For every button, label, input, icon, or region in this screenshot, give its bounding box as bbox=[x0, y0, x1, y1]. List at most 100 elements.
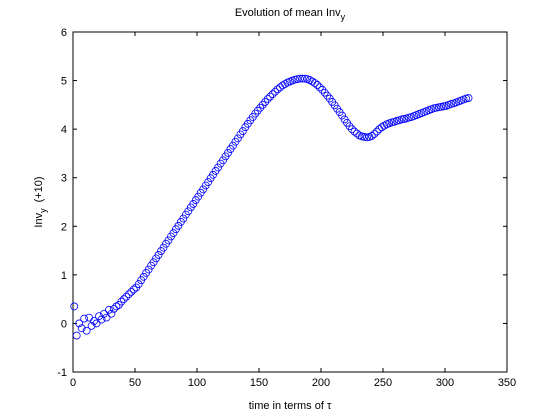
data-point bbox=[323, 91, 332, 100]
x-tick-label: 250 bbox=[374, 377, 392, 389]
data-point bbox=[370, 130, 379, 138]
data-point bbox=[164, 236, 173, 245]
data-point bbox=[315, 83, 324, 92]
data-point bbox=[82, 326, 91, 335]
y-tick-label: 5 bbox=[61, 76, 67, 88]
data-point bbox=[348, 125, 356, 134]
data-point bbox=[318, 85, 327, 94]
data-point bbox=[174, 221, 183, 230]
data-point bbox=[122, 292, 131, 301]
x-tick-label: 150 bbox=[250, 377, 268, 389]
y-tick-label: 1 bbox=[61, 270, 67, 282]
data-point bbox=[320, 88, 329, 97]
data-point bbox=[397, 115, 406, 124]
data-point bbox=[358, 132, 366, 141]
data-point bbox=[256, 103, 265, 112]
data-point bbox=[313, 81, 322, 89]
data-point bbox=[112, 302, 121, 311]
data-point bbox=[110, 304, 118, 313]
data-point bbox=[234, 134, 242, 143]
data-point bbox=[159, 243, 168, 252]
title-subscript: y bbox=[341, 12, 346, 22]
data-point bbox=[90, 317, 98, 325]
data-point bbox=[263, 95, 272, 103]
data-point bbox=[268, 90, 277, 99]
data-point bbox=[251, 109, 260, 118]
data-point bbox=[72, 331, 81, 340]
data-point bbox=[117, 297, 126, 306]
data-point bbox=[271, 87, 280, 96]
data-point bbox=[462, 94, 470, 103]
x-tick-label: 200 bbox=[312, 377, 330, 389]
x-tick-label: 300 bbox=[436, 377, 454, 389]
data-point bbox=[105, 305, 113, 314]
x-tick-label: 100 bbox=[188, 377, 206, 389]
data-point bbox=[261, 98, 270, 106]
data-point bbox=[400, 115, 408, 123]
data-point bbox=[229, 141, 237, 150]
data-point bbox=[209, 170, 218, 179]
data-point bbox=[437, 102, 446, 111]
data-point bbox=[102, 313, 111, 322]
y-tick-label: 6 bbox=[61, 27, 67, 39]
data-point bbox=[362, 133, 371, 142]
data-point bbox=[139, 272, 148, 281]
data-point bbox=[214, 163, 222, 172]
data-point bbox=[184, 207, 193, 216]
data-point bbox=[360, 133, 369, 141]
data-point bbox=[405, 113, 413, 122]
data-point bbox=[119, 295, 128, 304]
data-point bbox=[447, 99, 456, 108]
data-point bbox=[169, 229, 178, 237]
data-point bbox=[338, 111, 346, 120]
data-point bbox=[144, 265, 153, 274]
data-point bbox=[345, 122, 354, 131]
data-point bbox=[296, 74, 304, 83]
x-tick-label: 350 bbox=[498, 377, 516, 389]
y-tick-label: 3 bbox=[61, 173, 67, 185]
plot-area bbox=[72, 31, 508, 373]
data-point bbox=[298, 74, 307, 83]
data-point bbox=[189, 200, 198, 208]
data-point bbox=[429, 104, 438, 113]
data-point bbox=[100, 309, 108, 318]
ylabel-subscript: y bbox=[38, 208, 48, 213]
x-axis-label: time in terms of τ bbox=[249, 400, 332, 412]
chart-title: Evolution of mean Invy bbox=[235, 7, 346, 22]
data-point bbox=[238, 127, 247, 135]
y-tick-label: 0 bbox=[61, 318, 67, 330]
data-point bbox=[310, 79, 319, 87]
data-point bbox=[199, 185, 208, 194]
data-point bbox=[392, 116, 401, 125]
data-point bbox=[253, 106, 262, 115]
data-point bbox=[281, 80, 289, 88]
ylabel-main: Inv bbox=[33, 212, 45, 227]
data-point bbox=[194, 192, 203, 201]
y-tick-label: -1 bbox=[57, 367, 67, 379]
data-point bbox=[87, 321, 96, 330]
data-point bbox=[350, 127, 359, 136]
y-tick-label: 2 bbox=[61, 221, 67, 233]
data-point bbox=[154, 251, 163, 259]
y-axis-label: Invy (+10) bbox=[33, 176, 48, 227]
data-point bbox=[266, 92, 275, 101]
data-point bbox=[293, 75, 302, 84]
data-point bbox=[291, 75, 299, 84]
data-point bbox=[107, 309, 116, 318]
data-point bbox=[80, 314, 89, 323]
y-tick-label: 4 bbox=[61, 124, 67, 136]
data-point bbox=[464, 94, 473, 102]
data-point bbox=[124, 290, 133, 299]
data-point bbox=[258, 100, 267, 109]
data-point bbox=[300, 74, 309, 83]
x-tick-label: 50 bbox=[129, 377, 141, 389]
data-point bbox=[273, 85, 282, 94]
data-point bbox=[380, 121, 389, 130]
data-point bbox=[367, 132, 376, 140]
data-point bbox=[149, 258, 158, 267]
data-point bbox=[432, 103, 441, 112]
data-point bbox=[434, 103, 443, 112]
data-point bbox=[372, 127, 381, 136]
